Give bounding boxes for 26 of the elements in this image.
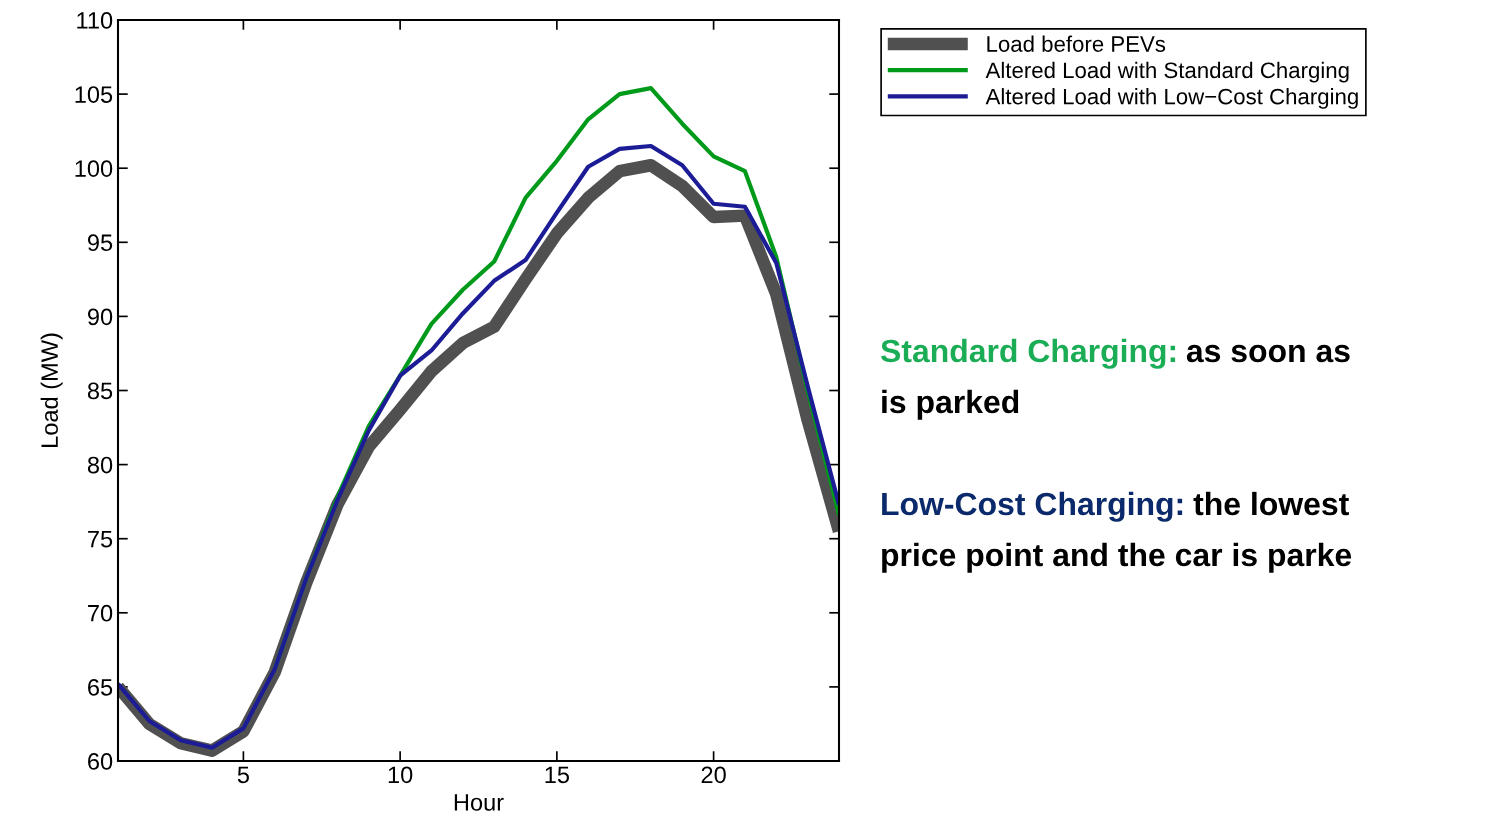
x-axis-title: Hour	[454, 794, 504, 811]
x-tick-label: 10	[388, 766, 413, 784]
y-tick-label: 100	[75, 160, 113, 177]
text: Standard Charging:	[880, 338, 1176, 369]
y-tick-label: 85	[87, 382, 113, 400]
y-axis-title: Load (MW)	[40, 333, 63, 447]
y-tick-label: 80	[87, 456, 113, 474]
text: the lowest	[1193, 491, 1349, 516]
legend-label: Altered Load with Standard Charging	[985, 61, 1349, 83]
text: is parked	[882, 389, 1019, 420]
y-tick-label: 60	[88, 753, 113, 770]
text: price point and the car is parke	[882, 542, 1352, 573]
text: as soon as	[1186, 344, 1350, 363]
x-tick-label: 15	[545, 766, 570, 784]
y-tick-label: 75	[88, 531, 113, 548]
text: Low-Cost Charging:	[882, 491, 1183, 522]
y-tick-label: 105	[75, 86, 113, 103]
legend-label: Load before PEVs	[987, 35, 1166, 52]
x-tick-label: 5	[237, 766, 249, 784]
y-tick-label: 95	[87, 234, 113, 252]
y-tick-label: 110	[77, 12, 113, 29]
y-tick-label: 65	[88, 678, 113, 696]
x-tick-label: 20	[701, 766, 726, 784]
y-tick-label: 70	[88, 604, 113, 622]
legend-label: Altered Load with Low−Cost Charging	[985, 88, 1358, 109]
y-tick-label: 90	[87, 308, 113, 326]
